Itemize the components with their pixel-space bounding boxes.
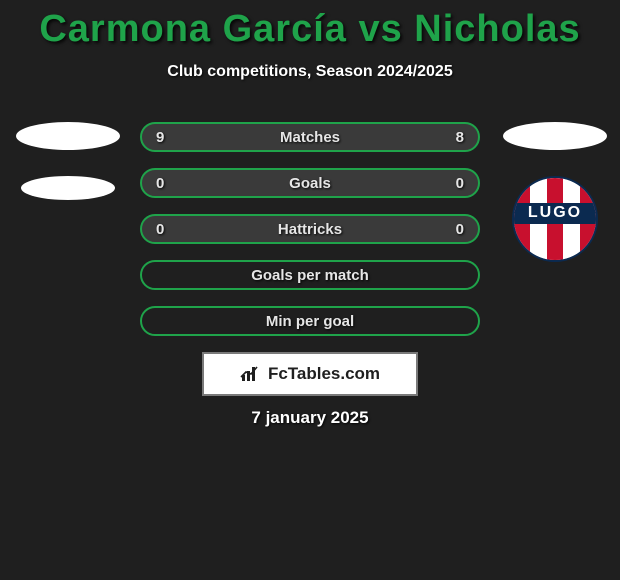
- stat-label: Hattricks: [278, 221, 342, 238]
- stat-row-hattricks: 0 Hattricks 0: [140, 214, 480, 244]
- stat-left-value: 9: [156, 129, 164, 146]
- player-right-avatar-placeholder: [503, 122, 607, 150]
- stat-label: Goals: [289, 175, 331, 192]
- stat-right-value: 8: [456, 129, 464, 146]
- stat-label: Goals per match: [251, 267, 369, 284]
- club-logo-text: LUGO: [514, 203, 596, 224]
- branding-box: FcTables.com: [202, 352, 418, 396]
- snapshot-date: 7 january 2025: [0, 408, 620, 428]
- stat-left-value: 0: [156, 221, 164, 238]
- stat-row-gpm: Goals per match: [140, 260, 480, 290]
- stat-row-mpg: Min per goal: [140, 306, 480, 336]
- player-left-column: [8, 122, 128, 226]
- player-right-club-logo: LUGO: [512, 176, 598, 262]
- stat-right-value: 0: [456, 221, 464, 238]
- stat-right-value: 0: [456, 175, 464, 192]
- player-right-column: LUGO: [500, 122, 610, 262]
- subtitle: Club competitions, Season 2024/2025: [0, 63, 620, 81]
- comparison-card: Carmona García vs Nicholas Club competit…: [0, 0, 620, 580]
- stat-label: Min per goal: [266, 313, 354, 330]
- stat-label: Matches: [280, 129, 340, 146]
- bar-chart-icon: [240, 365, 262, 383]
- player-left-avatar-placeholder: [16, 122, 120, 150]
- stat-row-matches: 9 Matches 8: [140, 122, 480, 152]
- stat-left-value: 0: [156, 175, 164, 192]
- branding-text: FcTables.com: [268, 364, 380, 384]
- page-title: Carmona García vs Nicholas: [0, 0, 620, 51]
- stat-row-goals: 0 Goals 0: [140, 168, 480, 198]
- stat-rows: 9 Matches 8 0 Goals 0 0 Hattricks 0 Goal…: [140, 122, 480, 352]
- player-left-club-placeholder: [21, 176, 115, 200]
